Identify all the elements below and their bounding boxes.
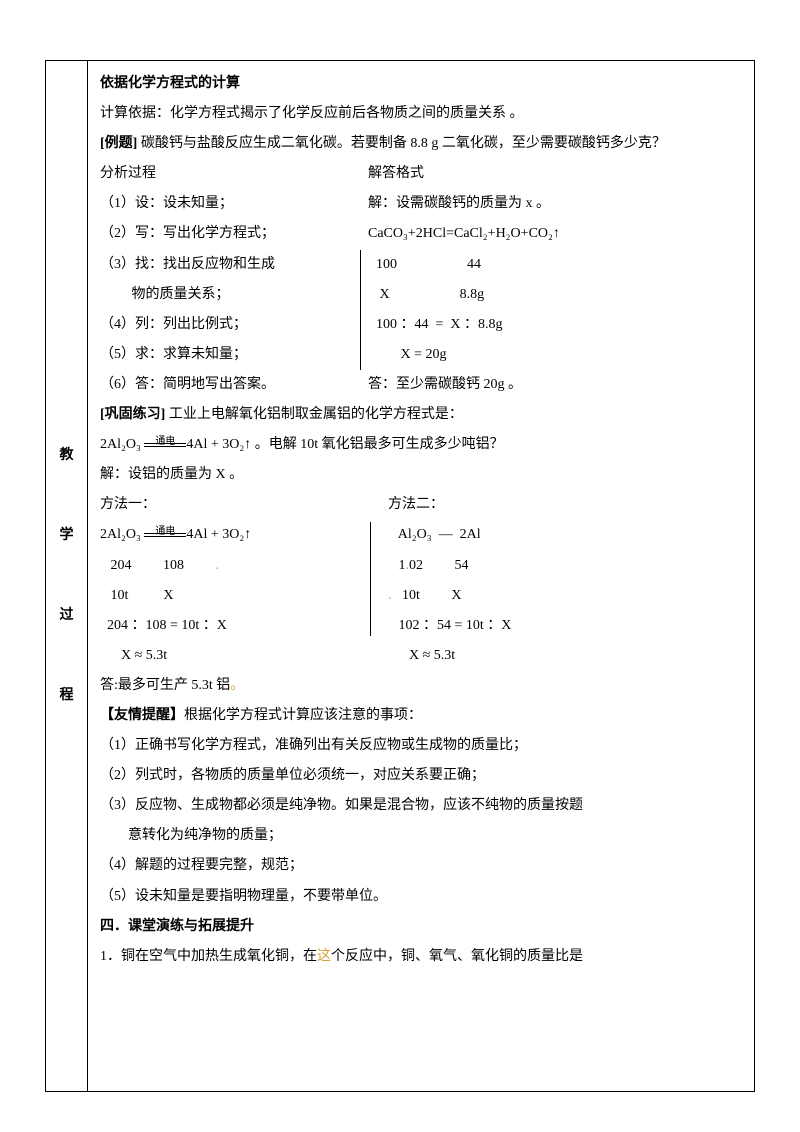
step-3a: （3）找：找出反应物和生成 [100,250,360,280]
electrolysis-symbol: 通电 [144,443,186,447]
reminder-2: （2）列式时，各物质的质量单位必须统一，对应关系要正确； [100,761,742,791]
m1-ratio: 204 ：108 = 10t ：X [100,611,380,641]
m1-eq-pre: 2Al₂O₃ [100,527,144,542]
reminder-5: （5）设未知量是要指明物理量，不要带单位。 [100,882,742,912]
solve-row-2: X 8.8g [360,280,484,310]
practice-set: 解：设铝的质量为 X 。 [100,460,742,490]
step-1: （1）设：设未知量； [100,189,360,219]
m1-equation: 2Al₂O₃ 通电4Al + 3O₂↑ [100,520,380,550]
reminder-3a: （3）反应物、生成物都必须是纯净物。如果是混合物，应该不纯物的质量按题 [100,791,742,821]
reminder-4: （4）解题的过程要完整，规范； [100,851,742,881]
practice-text: 工业上电解氧化铝制取金属铝的化学方程式是： [165,407,463,422]
practice-answer: 答:最多可生产 5.3t 铝。 [100,671,742,701]
analysis-header: 分析过程 [100,159,360,189]
m1-row-2: 10t X [100,581,380,611]
m1-eq-post: 4Al + 3O₂↑ [186,527,251,542]
reminder-label: 【友情提醒】 [100,708,184,723]
m2-ratio: 102 ：54 = 10t ：X [388,611,511,641]
m2-row-2: . 10t X [388,581,511,611]
step-6-row: （6）答：简明地写出答案。 答：至少需碳酸钙 20g 。 [100,370,742,400]
example-text: 碳酸钙与盐酸反应生成二氧化碳。若要制备 8.8 g 二氧化碳，至少需要碳酸钙多少… [137,136,666,151]
reminder-3b: 意转化为纯净物的质量； [100,821,742,851]
method-2-col: 方法二： Al₂O₃ — 2Al 1.02 54 . 10t X 102 ：54… [380,490,511,671]
question-1: 1．铜在空气中加热生成氧化铜，在这个反应中，铜、氧气、氧化铜的质量比是 [100,942,742,972]
method-1-header: 方法一： [100,490,380,520]
step-3b: 物的质量关系； [100,280,360,310]
step-5: （5）求：求算未知量； [100,340,360,370]
content-area: 依据化学方程式的计算 计算依据：化学方程式揭示了化学反应前后各物质之间的质量关系… [88,61,754,1091]
m2-result: X ≈ 5.3t [388,641,511,671]
step-6: （6）答：简明地写出答案。 [100,370,360,400]
m1-electrolysis-symbol: 通电 [144,533,186,537]
section-4-title: 四．课堂演练与拓展提升 [100,912,742,942]
step-4-row: （4）列：列出比例式； 100 ：44 = X ：8.8g [100,310,742,340]
method-separator [370,522,371,636]
step-1-row: （1）设：设未知量； 解：设需碳酸钙的质量为 x 。 [100,189,742,219]
reminder-line: 【友情提醒】根据化学方程式计算应该注意的事项： [100,701,742,731]
solve-result: X = 20g [360,340,447,370]
section-title: 依据化学方程式的计算 [100,69,742,99]
highlight-dot-1: . [216,558,220,573]
solve-ratio: 100 ：44 = X ：8.8g [360,310,503,340]
step-3b-row: 物的质量关系； X 8.8g [100,280,742,310]
solve-header: 解答格式 [360,159,424,189]
step-4: （4）列：列出比例式； [100,310,360,340]
practice-label: [巩固练习] [100,407,165,422]
method-2-header: 方法二： [388,490,511,520]
practice-eq-pre: 2Al₂O₃ [100,437,144,452]
step-3a-row: （3）找：找出反应物和生成 100 44 [100,250,742,280]
reminder-1: （1）正确书写化学方程式，准确列出有关反应物或生成物的质量比； [100,731,742,761]
practice-equation: 2Al₂O₃ 通电4Al + 3O₂↑ 。电解 10t 氧化铝最多可生成多少吨铝… [100,430,742,460]
practice-eq-post: 4Al + 3O₂↑ 。电解 10t 氧化铝最多可生成多少吨铝？ [186,437,503,452]
methods-block: 方法一： 2Al₂O₃ 通电4Al + 3O₂↑ 204 108 . 10t X… [100,490,742,671]
example-line: [例题] 碳酸钙与盐酸反应生成二氧化碳。若要制备 8.8 g 二氧化碳，至少需要… [100,129,742,159]
solve-row-1: 100 44 [360,250,481,280]
calculation-basis: 计算依据：化学方程式揭示了化学反应前后各物质之间的质量关系 。 [100,99,742,129]
m2-equation: Al₂O₃ — 2Al [388,520,511,550]
step-2: （2）写：写出化学方程式； [100,219,360,249]
step-2-row: （2）写：写出化学方程式； CaCO₃+2HCl=CaCl₂+H₂O+CO₂↑ [100,219,742,249]
solve-set: 解：设需碳酸钙的质量为 x 。 [360,189,550,219]
m2-row-1: 1.02 54 [388,551,511,581]
m1-row-1: 204 108 . [100,551,380,581]
solve-eq: CaCO₃+2HCl=CaCl₂+H₂O+CO₂↑ [360,219,560,249]
sidebar-char-3: 过 [60,601,74,631]
step-5-row: （5）求：求算未知量； X = 20g [100,340,742,370]
solution-header-row: 分析过程 解答格式 [100,159,742,189]
document-frame: 教 学 过 程 依据化学方程式的计算 计算依据：化学方程式揭示了化学反应前后各物… [45,60,755,1092]
sidebar-char-2: 学 [60,521,74,551]
reminder-text: 根据化学方程式计算应该注意的事项： [184,708,422,723]
method-1-col: 方法一： 2Al₂O₃ 通电4Al + 3O₂↑ 204 108 . 10t X… [100,490,380,671]
sidebar-label: 教 学 过 程 [46,61,88,1091]
sidebar-char-1: 教 [60,441,74,471]
sidebar-char-4: 程 [60,681,74,711]
solve-answer: 答：至少需碳酸钙 20g 。 [360,370,522,400]
practice-line: [巩固练习] 工业上电解氧化铝制取金属铝的化学方程式是： [100,400,742,430]
m1-result: X ≈ 5.3t [100,641,380,671]
example-label: [例题] [100,136,137,151]
